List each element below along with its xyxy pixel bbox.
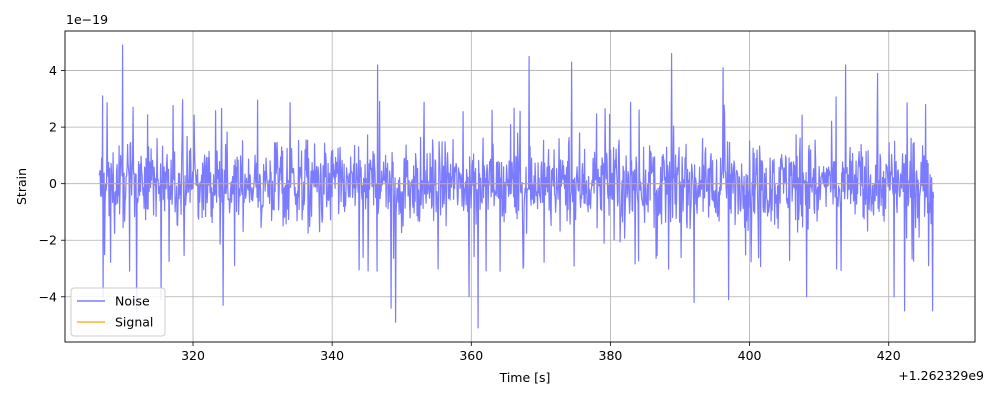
y-tick-label: −4	[39, 289, 57, 304]
x-tick-label: 400	[738, 348, 762, 363]
x-ticks: 320 340 360 380 400 420	[181, 342, 901, 363]
plot-frame	[64, 30, 976, 343]
x-tick-label: 380	[599, 348, 623, 363]
legend: Noise Signal	[70, 287, 166, 337]
y-tick-label: 2	[49, 120, 57, 135]
y-axis-label: Strain	[14, 168, 29, 205]
x-axis-label: Time [s]	[499, 370, 551, 385]
y-tick-label: −2	[39, 233, 57, 248]
legend-box	[70, 287, 166, 337]
x-tick-label: 320	[181, 348, 205, 363]
series-noise-line	[98, 44, 935, 329]
y-ticks: −4 −2 0 2 4	[39, 63, 65, 304]
x-tick-label: 340	[320, 348, 344, 363]
x-tick-label: 360	[459, 348, 483, 363]
y-tick-label: 4	[49, 63, 57, 78]
legend-label-signal: Signal	[115, 315, 153, 330]
legend-label-noise: Noise	[115, 294, 150, 309]
y-multiplier-label: 1e−19	[66, 12, 108, 27]
y-tick-label: 0	[49, 176, 57, 191]
series-layer	[98, 44, 935, 329]
x-offset-label: +1.262329e9	[898, 368, 984, 383]
x-tick-label: 420	[877, 348, 901, 363]
